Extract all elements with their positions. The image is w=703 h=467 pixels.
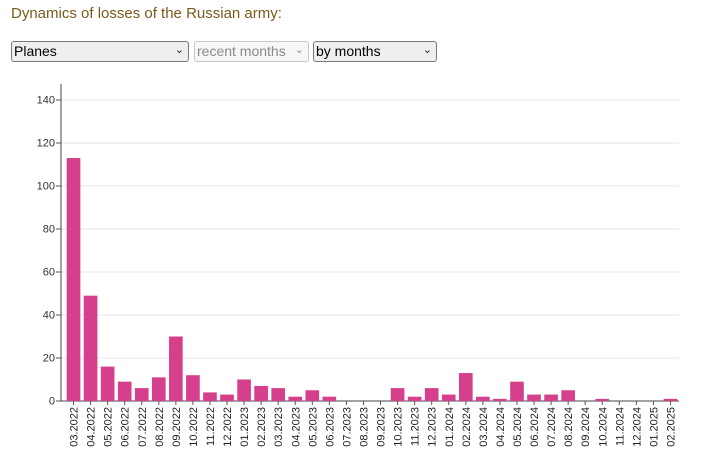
x-tick-label: 04.2022 xyxy=(86,407,98,447)
x-tick-label: 06.2023 xyxy=(324,407,336,447)
x-tick-label: 12.2022 xyxy=(222,407,234,447)
bar xyxy=(151,377,166,401)
y-tick-label: 140 xyxy=(37,95,55,107)
x-tick-label: 08.2023 xyxy=(358,407,370,447)
bar xyxy=(237,379,251,401)
x-tick-label: 03.2024 xyxy=(478,407,490,447)
x-tick-label: 03.2022 xyxy=(69,407,81,447)
x-tick-label: 02.2024 xyxy=(461,407,473,447)
x-tick-label: 09.2024 xyxy=(580,407,592,447)
period-select: recent months ⌄ xyxy=(194,41,309,62)
bar xyxy=(134,388,149,401)
bar xyxy=(66,158,81,401)
bar xyxy=(595,398,610,401)
x-tick-label: 05.2024 xyxy=(512,407,524,447)
bar xyxy=(83,295,98,401)
x-tick-label: 12.2023 xyxy=(427,407,439,447)
chevron-down-icon: ⌄ xyxy=(294,44,304,56)
x-tick-label: 07.2023 xyxy=(341,407,353,447)
bar xyxy=(203,392,217,401)
bar xyxy=(288,396,303,401)
x-tick-label: 04.2023 xyxy=(290,407,302,447)
x-tick-label: 01.2023 xyxy=(239,407,251,447)
bar xyxy=(458,373,473,401)
bar xyxy=(441,394,456,401)
bar xyxy=(322,396,337,401)
grouping-select-value: by months xyxy=(316,43,381,59)
x-tick-label: 11.2024 xyxy=(614,407,626,446)
bar xyxy=(561,390,575,401)
x-tick-label: 02.2023 xyxy=(256,407,268,447)
x-tick-label: 06.2024 xyxy=(529,407,541,447)
x-tick-label: 10.2023 xyxy=(393,407,405,447)
x-tick-label: 08.2024 xyxy=(563,407,575,447)
x-tick-label: 04.2024 xyxy=(495,407,507,447)
bar xyxy=(476,396,490,401)
bar xyxy=(407,396,422,401)
x-tick-label: 03.2023 xyxy=(273,407,285,447)
chevron-down-icon: ⌄ xyxy=(422,44,432,56)
x-tick-label: 02.2025 xyxy=(665,407,677,447)
bar xyxy=(254,385,268,401)
bar xyxy=(544,394,558,401)
bar xyxy=(527,394,541,401)
x-tick-label: 09.2023 xyxy=(376,407,388,447)
x-tick-label: 06.2022 xyxy=(120,407,132,447)
y-tick-label: 80 xyxy=(43,224,55,236)
y-tick-label: 20 xyxy=(43,353,55,365)
x-tick-label: 05.2023 xyxy=(307,407,319,447)
x-tick-label: 01.2024 xyxy=(444,407,456,447)
x-tick-label: 08.2022 xyxy=(154,407,166,447)
x-tick-label: 01.2025 xyxy=(648,407,660,447)
bar xyxy=(169,336,183,401)
bar xyxy=(220,394,234,401)
x-tick-label: 05.2022 xyxy=(103,407,115,447)
grouping-select[interactable]: by months ⌄ xyxy=(313,41,437,62)
bar xyxy=(100,366,115,401)
bar xyxy=(424,388,439,401)
y-tick-label: 100 xyxy=(37,181,55,193)
y-tick-label: 60 xyxy=(43,267,55,279)
chevron-down-icon: ⌄ xyxy=(174,44,184,56)
x-tick-label: 11.2022 xyxy=(205,407,217,446)
period-select-value: recent months xyxy=(197,43,286,59)
bar xyxy=(186,375,200,401)
bar xyxy=(663,398,678,401)
x-tick-label: 10.2024 xyxy=(597,407,609,447)
y-tick-label: 0 xyxy=(49,396,55,408)
bar xyxy=(493,398,507,401)
category-select-value: Planes xyxy=(14,43,57,59)
y-tick-label: 40 xyxy=(43,310,55,322)
bar xyxy=(305,390,320,401)
bar xyxy=(390,388,405,401)
x-tick-label: 07.2024 xyxy=(546,407,558,447)
category-select[interactable]: Planes ⌄ xyxy=(11,41,189,62)
bar xyxy=(117,381,132,401)
y-tick-label: 120 xyxy=(37,138,55,150)
bar xyxy=(271,388,286,401)
x-tick-label: 10.2022 xyxy=(188,407,200,447)
page-title: Dynamics of losses of the Russian army: xyxy=(11,5,282,22)
x-tick-label: 09.2022 xyxy=(171,407,183,447)
x-tick-label: 12.2024 xyxy=(631,407,643,447)
x-tick-label: 07.2022 xyxy=(137,407,149,447)
bar xyxy=(510,381,524,401)
x-tick-label: 11.2023 xyxy=(410,407,422,446)
